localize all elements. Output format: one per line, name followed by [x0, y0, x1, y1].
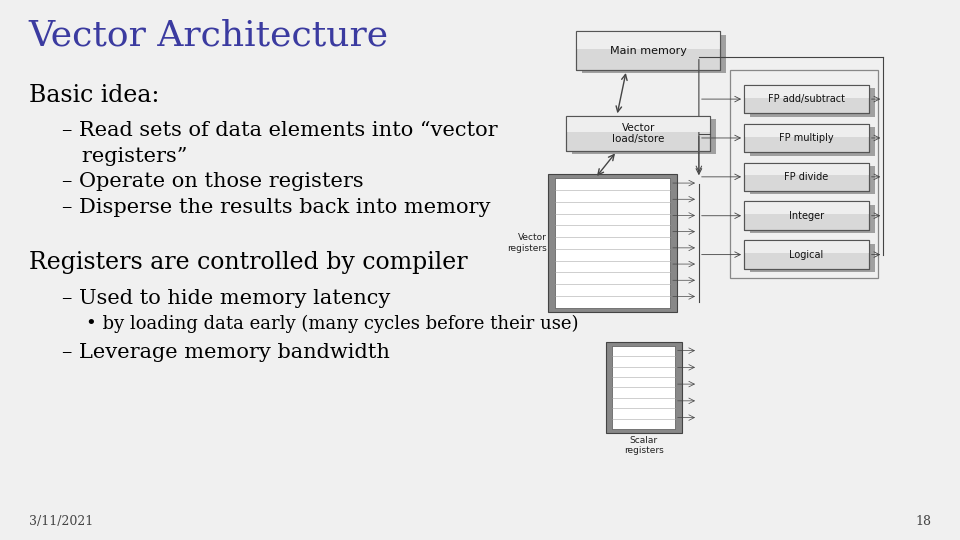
Bar	[606, 342, 682, 433]
Bar	[744, 124, 869, 137]
Bar	[750, 205, 875, 233]
Bar	[612, 346, 675, 429]
FancyBboxPatch shape	[744, 163, 869, 191]
Text: – Used to hide memory latency: – Used to hide memory latency	[62, 289, 391, 308]
Text: Integer: Integer	[789, 211, 824, 221]
Bar	[744, 163, 869, 176]
FancyBboxPatch shape	[744, 85, 869, 113]
Bar	[750, 244, 875, 272]
Bar	[744, 201, 869, 214]
Text: 18: 18	[915, 515, 931, 528]
Text: Basic idea:: Basic idea:	[29, 84, 159, 107]
FancyBboxPatch shape	[744, 201, 869, 230]
Text: – Read sets of data elements into “vector: – Read sets of data elements into “vecto…	[62, 122, 498, 140]
Text: Vector
load/store: Vector load/store	[612, 123, 664, 145]
Text: – Disperse the results back into memory: – Disperse the results back into memory	[62, 198, 491, 217]
Text: Logical: Logical	[789, 249, 824, 260]
Bar	[582, 35, 726, 73]
Bar	[750, 166, 875, 194]
FancyBboxPatch shape	[744, 124, 869, 152]
Bar	[744, 85, 869, 98]
FancyBboxPatch shape	[744, 240, 869, 269]
Bar	[750, 88, 875, 117]
Text: Vector
registers: Vector registers	[508, 233, 547, 253]
Text: Vector Architecture: Vector Architecture	[29, 19, 389, 53]
Bar	[730, 70, 878, 278]
Bar	[555, 178, 670, 308]
Text: registers”: registers”	[62, 147, 188, 166]
Text: • by loading data early (many cycles before their use): • by loading data early (many cycles bef…	[86, 314, 579, 333]
FancyBboxPatch shape	[566, 116, 710, 151]
Text: Scalar
registers: Scalar registers	[624, 436, 663, 455]
Bar	[744, 240, 869, 253]
Text: FP add/subtract: FP add/subtract	[768, 94, 845, 104]
Text: Main memory: Main memory	[610, 46, 686, 56]
Text: 3/11/2021: 3/11/2021	[29, 515, 93, 528]
Text: – Leverage memory bandwidth: – Leverage memory bandwidth	[62, 343, 391, 362]
FancyBboxPatch shape	[576, 31, 720, 70]
Text: FP multiply: FP multiply	[780, 133, 833, 143]
Bar	[566, 116, 710, 132]
Bar	[576, 31, 720, 49]
Bar	[750, 127, 875, 156]
Bar	[548, 174, 677, 312]
Text: FP divide: FP divide	[784, 172, 828, 182]
Text: – Operate on those registers: – Operate on those registers	[62, 172, 364, 191]
Text: Registers are controlled by compiler: Registers are controlled by compiler	[29, 251, 468, 274]
Bar	[572, 119, 716, 154]
